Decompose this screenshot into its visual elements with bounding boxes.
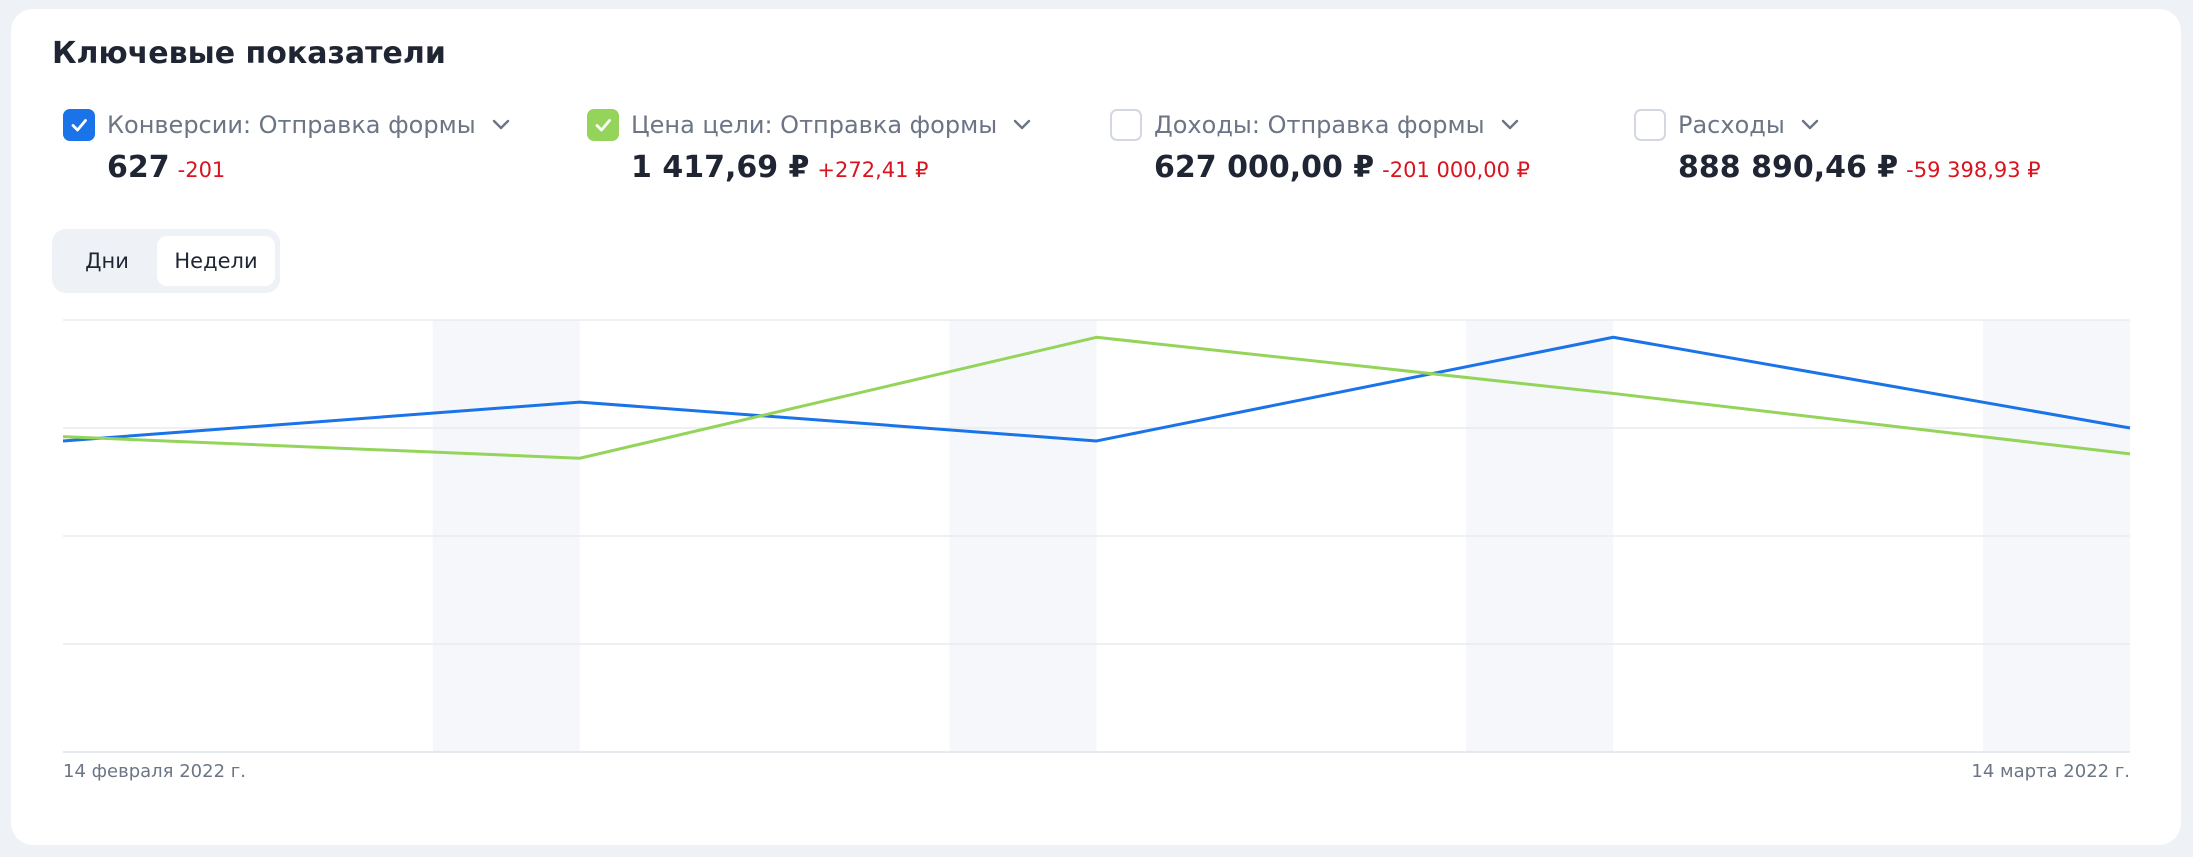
metric-value: 1 417,69 ₽ (631, 150, 810, 185)
metric-delta: +272,41 ₽ (817, 158, 929, 182)
metric-value: 888 890,46 ₽ (1678, 150, 1899, 185)
check-icon (595, 119, 611, 132)
metric-label: Расходы (1678, 111, 1785, 139)
check-icon (71, 119, 87, 132)
x-axis-start-label: 14 февраля 2022 г. (63, 761, 246, 782)
x-axis-end-label: 14 марта 2022 г. (1971, 761, 2130, 782)
days-toggle-button[interactable]: Дни (85, 249, 129, 273)
metric-label: Цена цели: Отправка формы (631, 111, 998, 139)
metric-conversions: Конверсии: Отправка формы 627 -201 (63, 108, 510, 185)
metric-value: 627 (107, 150, 170, 185)
chevron-down-icon[interactable] (1801, 119, 1819, 131)
metric-label: Доходы: Отправка формы (1154, 111, 1485, 139)
metric-revenue: Доходы: Отправка формы 627 000,00 ₽ -201… (1110, 108, 1530, 185)
page-title: Ключевые показатели (52, 36, 446, 71)
metric-goal-cost: Цена цели: Отправка формы 1 417,69 ₽ +27… (587, 108, 1031, 185)
metric-delta: -59 398,93 ₽ (1906, 158, 2041, 182)
expenses-checkbox[interactable] (1634, 109, 1666, 141)
conversions-checkbox[interactable] (63, 109, 95, 141)
metric-delta: -201 (177, 158, 226, 182)
weeks-toggle-button[interactable]: Недели (157, 236, 275, 286)
metric-label: Конверсии: Отправка формы (107, 111, 476, 139)
period-toggle: Дни Недели (52, 229, 280, 293)
metric-expenses: Расходы 888 890,46 ₽ -59 398,93 ₽ (1634, 108, 2041, 185)
revenue-checkbox[interactable] (1110, 109, 1142, 141)
goal-cost-checkbox[interactable] (587, 109, 619, 141)
metric-delta: -201 000,00 ₽ (1382, 158, 1531, 182)
series-line-1 (62, 335, 2131, 443)
chevron-down-icon[interactable] (492, 119, 510, 131)
series-line-2 (62, 335, 2131, 460)
chevron-down-icon[interactable] (1013, 119, 1031, 131)
metric-value: 627 000,00 ₽ (1154, 150, 1375, 185)
chevron-down-icon[interactable] (1501, 119, 1519, 131)
